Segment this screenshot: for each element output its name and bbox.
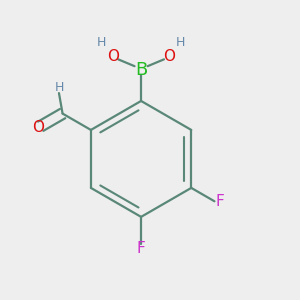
Text: O: O [163,49,175,64]
Text: B: B [135,61,147,79]
Text: F: F [137,242,146,256]
Text: H: H [176,36,185,49]
Text: H: H [54,81,64,94]
Text: O: O [32,120,44,135]
Text: H: H [97,36,106,49]
Text: F: F [215,194,224,209]
Text: O: O [107,49,119,64]
